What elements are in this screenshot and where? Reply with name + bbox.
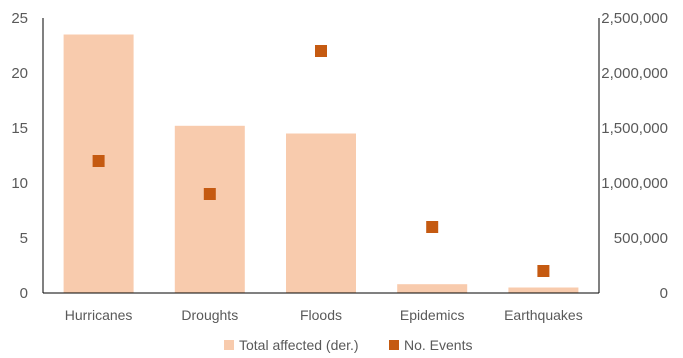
- labels-layer: 0 5 10 15 20 25 0 500,000 1,000,000 1,500,000 2,00…: [11, 10, 668, 323]
- legend-swatch-total-affected: [224, 340, 234, 350]
- x-category-label: Hurricanes: [65, 307, 133, 323]
- axes-layer: [42, 18, 600, 294]
- x-category-label: Droughts: [181, 307, 238, 323]
- bar-floods: [286, 133, 356, 293]
- markers-layer: [92, 45, 550, 277]
- y-right-tick-label: 0: [660, 285, 668, 302]
- legend: Total affected (der.) No. Events: [224, 337, 472, 353]
- x-category-label: Floods: [300, 307, 342, 323]
- marker-earthquakes: [537, 265, 550, 277]
- bar-epidemics: [397, 284, 468, 293]
- legend-swatch-no-events: [389, 340, 399, 350]
- y-right-tick-label: 500,000: [614, 230, 668, 247]
- legend-label-total-affected: Total affected (der.): [239, 337, 359, 353]
- y-left-tick-label: 0: [20, 285, 28, 302]
- bar-earthquakes: [508, 287, 579, 293]
- y-left-tick-label: 10: [11, 175, 28, 192]
- y-left-tick-label: 20: [11, 65, 28, 82]
- y-right-tick-label: 1,000,000: [601, 175, 668, 192]
- marker-hurricanes: [92, 155, 105, 167]
- marker-droughts: [203, 188, 216, 200]
- x-category-label: Earthquakes: [504, 307, 583, 323]
- x-category-label: Epidemics: [400, 307, 465, 323]
- y-right-tick-label: 2,500,000: [601, 10, 668, 27]
- y-right-tick-label: 2,000,000: [601, 65, 668, 82]
- y-left-tick-label: 5: [20, 230, 28, 247]
- marker-epidemics: [426, 221, 439, 233]
- legend-label-no-events: No. Events: [404, 337, 472, 353]
- marker-floods: [315, 45, 327, 57]
- y-left-tick-label: 25: [11, 10, 28, 27]
- bar-droughts: [174, 125, 245, 293]
- y-left-tick-label: 15: [11, 120, 28, 137]
- y-right-tick-label: 1,500,000: [601, 120, 668, 137]
- bars-layer: [63, 34, 579, 293]
